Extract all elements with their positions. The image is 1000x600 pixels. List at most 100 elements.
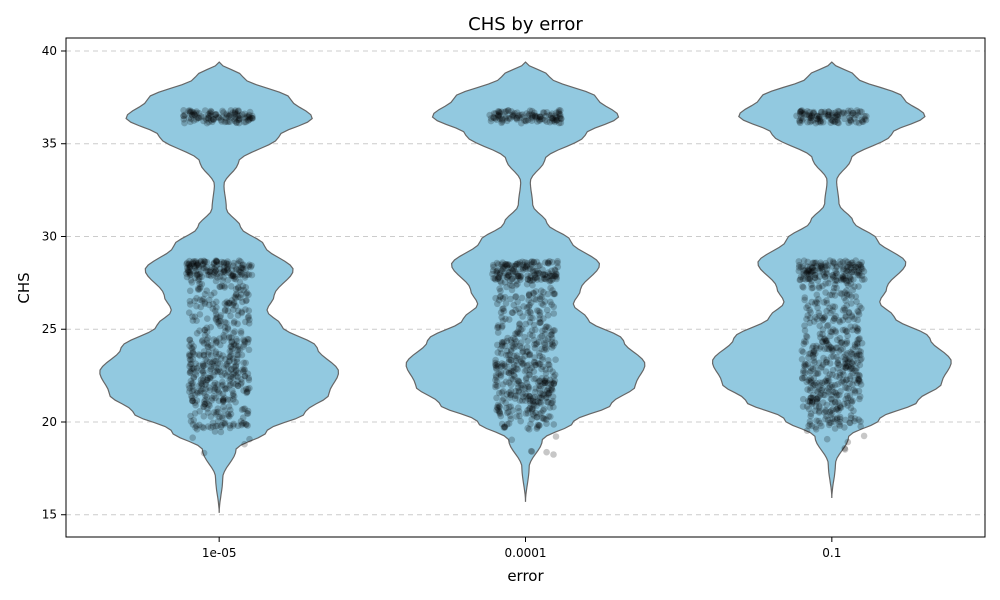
data-point bbox=[822, 415, 829, 423]
data-point bbox=[200, 295, 207, 303]
data-point bbox=[246, 261, 253, 269]
data-point bbox=[513, 114, 521, 122]
data-point bbox=[530, 269, 537, 276]
data-point bbox=[233, 290, 240, 298]
data-point bbox=[519, 325, 526, 333]
data-point bbox=[228, 343, 235, 350]
data-point bbox=[535, 262, 542, 270]
data-point bbox=[846, 291, 853, 299]
data-point bbox=[499, 295, 507, 302]
data-point bbox=[207, 365, 215, 373]
data-point bbox=[219, 268, 227, 276]
data-point bbox=[536, 361, 543, 368]
data-point bbox=[191, 313, 199, 321]
data-point bbox=[847, 397, 855, 404]
data-point bbox=[247, 263, 254, 271]
data-point bbox=[232, 361, 240, 369]
data-point bbox=[812, 271, 819, 279]
data-point bbox=[530, 258, 538, 266]
data-point bbox=[799, 374, 806, 382]
data-point bbox=[193, 422, 200, 430]
data-point bbox=[496, 285, 503, 293]
data-point bbox=[810, 357, 817, 364]
data-point bbox=[203, 116, 210, 123]
data-point bbox=[199, 367, 207, 375]
data-point bbox=[542, 275, 550, 283]
data-point bbox=[832, 389, 840, 397]
data-point bbox=[224, 325, 232, 333]
data-point bbox=[840, 109, 848, 117]
data-point bbox=[827, 411, 834, 419]
data-point bbox=[828, 415, 836, 423]
data-point bbox=[847, 264, 854, 271]
data-point bbox=[206, 268, 213, 275]
points-0.1 bbox=[793, 107, 870, 453]
data-point bbox=[803, 332, 810, 340]
data-point bbox=[503, 273, 511, 281]
data-point bbox=[512, 262, 519, 270]
data-point bbox=[843, 327, 850, 335]
data-point bbox=[513, 380, 521, 387]
data-point bbox=[235, 271, 243, 278]
data-point bbox=[854, 324, 861, 332]
data-point bbox=[216, 360, 224, 368]
data-point bbox=[197, 284, 204, 291]
data-point bbox=[833, 336, 841, 344]
data-point bbox=[829, 272, 837, 279]
data-point bbox=[533, 258, 541, 266]
data-point bbox=[806, 378, 814, 385]
data-point bbox=[521, 333, 528, 341]
data-point bbox=[531, 271, 538, 279]
data-point bbox=[547, 399, 555, 407]
data-point bbox=[536, 410, 543, 418]
data-point bbox=[845, 107, 852, 115]
data-point bbox=[216, 265, 224, 273]
data-point bbox=[232, 363, 239, 370]
data-point bbox=[215, 114, 223, 122]
data-point bbox=[846, 419, 853, 427]
data-point bbox=[494, 404, 502, 412]
data-point bbox=[811, 267, 818, 274]
data-point bbox=[821, 273, 829, 280]
data-point bbox=[542, 366, 549, 373]
data-point bbox=[517, 265, 525, 273]
data-point bbox=[824, 111, 832, 118]
data-point bbox=[511, 268, 519, 275]
data-point bbox=[827, 309, 834, 317]
data-point bbox=[236, 346, 244, 353]
data-point bbox=[198, 367, 206, 374]
data-point bbox=[810, 354, 818, 361]
data-point bbox=[820, 299, 828, 306]
data-point bbox=[221, 306, 229, 314]
data-point bbox=[229, 387, 236, 394]
data-point bbox=[530, 375, 537, 383]
data-point bbox=[504, 272, 512, 279]
data-point bbox=[196, 270, 203, 278]
data-point bbox=[219, 396, 227, 403]
data-point bbox=[531, 354, 538, 361]
data-point bbox=[186, 271, 194, 279]
data-point bbox=[807, 364, 815, 372]
data-point bbox=[513, 330, 521, 337]
data-point bbox=[241, 405, 249, 413]
data-point bbox=[826, 257, 834, 264]
data-point bbox=[526, 397, 534, 405]
data-point bbox=[508, 356, 515, 364]
data-point bbox=[847, 404, 855, 412]
data-point bbox=[855, 376, 862, 384]
data-point bbox=[832, 113, 839, 121]
data-point bbox=[850, 351, 857, 358]
data-point bbox=[217, 428, 225, 436]
data-point bbox=[817, 382, 824, 389]
data-point bbox=[206, 268, 214, 276]
data-point bbox=[849, 109, 856, 117]
data-point bbox=[853, 351, 861, 358]
data-point bbox=[536, 352, 544, 360]
data-point bbox=[492, 372, 500, 379]
data-point bbox=[534, 267, 541, 275]
data-point bbox=[224, 258, 231, 265]
data-point bbox=[816, 330, 824, 338]
data-point bbox=[187, 352, 194, 359]
data-point bbox=[841, 445, 848, 452]
data-point bbox=[232, 285, 240, 293]
